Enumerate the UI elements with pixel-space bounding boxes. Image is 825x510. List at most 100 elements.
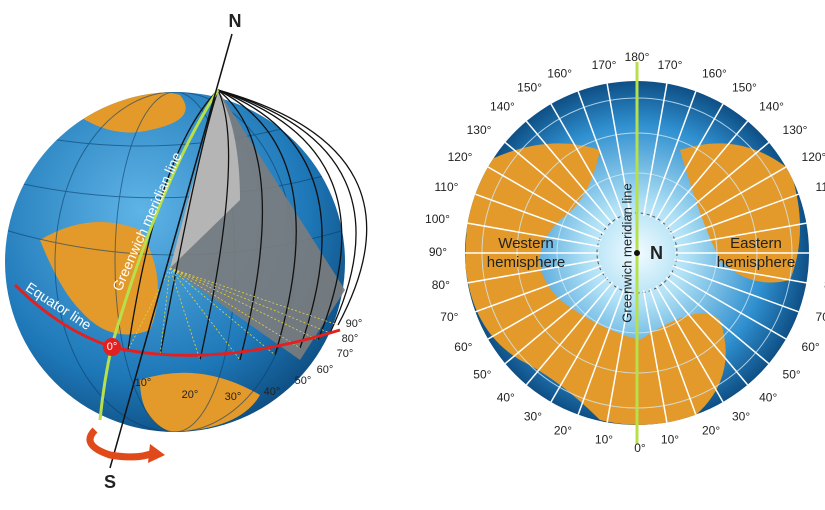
meridian <box>669 166 787 235</box>
meridian <box>577 91 625 218</box>
meridian <box>467 258 600 284</box>
longitude-label: 40° <box>759 391 777 405</box>
meridian <box>577 288 625 415</box>
meridian <box>665 141 770 230</box>
meridian-arc <box>199 89 230 361</box>
longitude-label: 90° <box>429 245 447 259</box>
meridian <box>550 103 619 221</box>
longitude-label: 170° <box>592 58 617 72</box>
longitude-label: 10° <box>595 432 613 446</box>
longitude-label: 40° <box>264 386 281 398</box>
meridian <box>672 193 799 241</box>
longitude-label: 140° <box>759 100 784 114</box>
meridian <box>504 141 609 230</box>
top-label: 180° <box>625 50 650 64</box>
south-label: S <box>104 472 116 492</box>
meridian-arc <box>217 89 297 356</box>
meridian <box>672 265 799 313</box>
meridian-arc <box>217 89 357 334</box>
meridian <box>660 281 749 386</box>
meridian <box>649 91 697 218</box>
longitude-label: 90° <box>346 318 363 330</box>
right-globe: N Greenwich meridian line 180° 0° Wester… <box>425 50 825 455</box>
longitude-label: 170° <box>658 58 683 72</box>
meridian <box>642 83 668 216</box>
meridian <box>504 276 609 365</box>
longitude-label: 30° <box>225 391 242 403</box>
longitude-label: 50° <box>473 367 491 381</box>
meridian <box>525 281 614 386</box>
longitude-label: 10° <box>661 432 679 446</box>
meridian <box>669 271 787 340</box>
longitude-label: 60° <box>454 340 472 354</box>
meridian-label: Greenwich meridian line <box>619 183 634 322</box>
east-hemisphere-line: hemisphere <box>717 254 795 271</box>
left-globe: N S Greenwich meridian line Equator line… <box>5 11 368 492</box>
longitude-label: 100° <box>425 212 450 226</box>
longitude-label: 110° <box>435 180 459 194</box>
angle-ray <box>169 267 339 326</box>
longitude-label: 140° <box>490 100 515 114</box>
angle-ray <box>169 267 241 361</box>
meridian <box>606 83 632 216</box>
longitude-label: 30° <box>524 410 542 424</box>
meridian <box>665 276 770 365</box>
longitude-label: 20° <box>702 424 720 438</box>
longitude-label: 70° <box>337 348 354 360</box>
angle-ray <box>159 267 171 357</box>
longitude-label: 120° <box>448 150 473 164</box>
north-label: N <box>229 11 242 31</box>
meridian <box>487 166 605 235</box>
longitude-label: 50° <box>783 367 801 381</box>
meridian <box>655 103 724 221</box>
longitude-label: 130° <box>467 123 492 137</box>
pole-label: N <box>650 243 663 263</box>
west-hemisphere-line: Western <box>498 235 554 252</box>
longitude-label: 80° <box>432 278 450 292</box>
angle-ray <box>169 267 319 341</box>
longitude-label: 20° <box>554 424 572 438</box>
meridian-arc <box>217 89 368 326</box>
longitude-label: 10° <box>135 377 152 389</box>
meridian <box>475 265 602 313</box>
meridian-arc <box>217 89 323 349</box>
longitude-label: 20° <box>182 389 199 401</box>
angle-ray <box>169 267 276 356</box>
meridian <box>674 258 807 284</box>
meridian <box>550 285 619 403</box>
meridian <box>487 271 605 340</box>
longitude-label: 130° <box>783 123 808 137</box>
meridian <box>475 193 602 241</box>
longitude-label: 150° <box>732 81 757 95</box>
longitude-label: 50° <box>295 375 312 387</box>
meridian <box>467 222 600 248</box>
meridian <box>649 288 697 415</box>
longitude-label: 60° <box>802 340 820 354</box>
meridian <box>606 290 632 423</box>
longitude-label: 120° <box>802 150 825 164</box>
longitude-label: 160° <box>547 67 572 81</box>
meridian <box>525 120 614 225</box>
west-hemisphere-line: hemisphere <box>487 254 565 271</box>
longitude-label: 70° <box>816 310 825 324</box>
longitude-label: 110° <box>816 180 825 194</box>
meridian-arc <box>217 89 343 341</box>
longitude-label: 150° <box>517 81 542 95</box>
longitude-label: 70° <box>440 310 458 324</box>
angle-ray <box>127 267 171 351</box>
bottom-label: 0° <box>634 441 646 455</box>
meridian-arc <box>217 89 263 361</box>
meridian <box>655 285 724 403</box>
meridian-arc <box>127 89 219 351</box>
longitude-label: 30° <box>732 410 750 424</box>
angle-ray <box>169 267 201 361</box>
longitude-label: 160° <box>702 67 727 81</box>
angle-ray <box>169 267 301 349</box>
meridian <box>674 222 807 248</box>
origin-label: 0° <box>107 341 118 353</box>
meridian <box>642 290 668 423</box>
meridian-arc <box>159 89 219 357</box>
east-hemisphere-line: Eastern <box>730 235 782 252</box>
angle-ray <box>169 267 331 334</box>
